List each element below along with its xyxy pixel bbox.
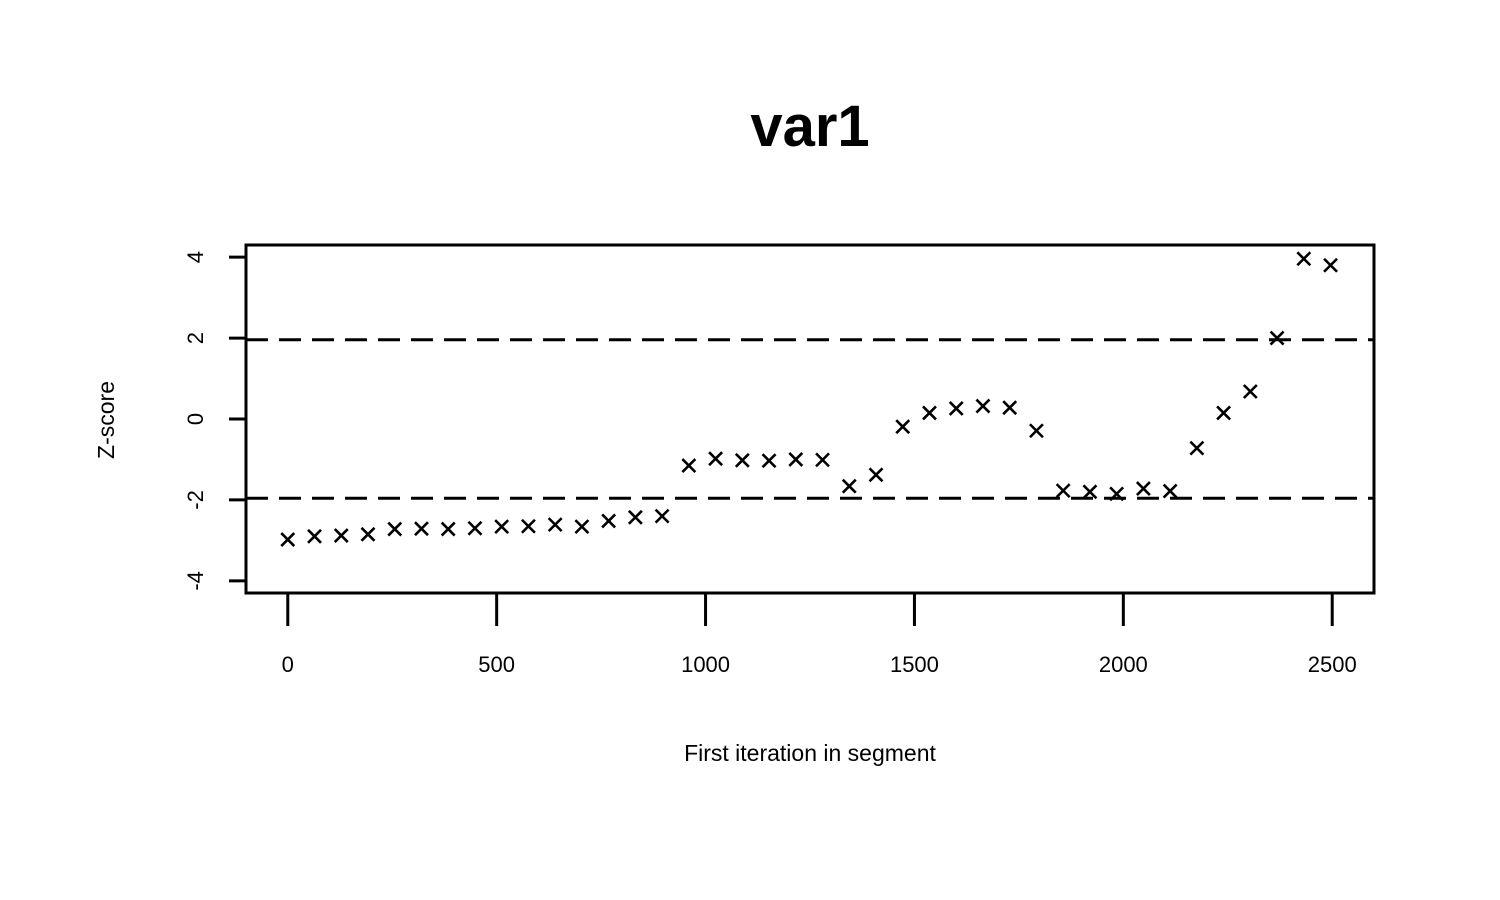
data-point	[1162, 483, 1178, 499]
plot-frame	[244, 243, 1376, 595]
data-point	[708, 451, 724, 467]
data-point	[948, 401, 964, 416]
y-tick-label: -4	[183, 571, 208, 591]
data-point	[440, 521, 456, 537]
data-point	[975, 398, 991, 414]
data-point	[1135, 481, 1151, 497]
x-axis-label: First iteration in segment	[684, 740, 936, 766]
chart-title: var1	[750, 94, 869, 159]
data-point	[520, 518, 536, 534]
y-tick-label: 4	[183, 251, 208, 263]
data-point	[547, 517, 563, 533]
data-point	[841, 478, 857, 494]
reference-lines	[246, 338, 1374, 500]
data-point	[387, 521, 403, 537]
x-axis: 0 500 1000 1500 2000 2500	[282, 591, 1357, 677]
data-point	[788, 452, 804, 467]
y-tick-label: -2	[183, 490, 208, 510]
data-point	[627, 509, 643, 525]
data-point	[815, 452, 830, 468]
data-point	[467, 520, 483, 536]
y-axis: -4 -2 0 2 4	[183, 251, 248, 591]
data-point	[574, 519, 590, 535]
data-point	[307, 528, 322, 544]
y-tick-label: 0	[183, 413, 208, 425]
data-point	[1296, 251, 1312, 267]
x-tick-label: 1500	[890, 652, 939, 677]
data-point	[280, 532, 296, 548]
x-tick-label: 2500	[1308, 652, 1357, 677]
data-point	[654, 508, 670, 524]
data-point	[895, 419, 911, 435]
data-point	[1055, 483, 1071, 499]
data-point	[681, 458, 697, 473]
data-point	[333, 528, 349, 543]
y-axis-label: Z-score	[93, 381, 119, 459]
data-point	[360, 526, 376, 542]
data-point	[1082, 484, 1098, 500]
y-tick-label: 2	[183, 332, 208, 344]
x-tick-label: 2000	[1099, 652, 1148, 677]
data-point	[1109, 486, 1125, 502]
data-point	[1029, 423, 1044, 439]
data-points	[280, 251, 1338, 548]
data-point	[868, 467, 884, 483]
data-point	[922, 405, 937, 421]
data-point	[1269, 330, 1285, 346]
x-tick-label: 500	[478, 652, 515, 677]
data-point	[761, 453, 777, 469]
data-point	[1002, 400, 1018, 416]
data-point	[494, 519, 510, 535]
x-tick-label: 1000	[681, 652, 730, 677]
data-point	[1189, 440, 1205, 456]
data-point	[734, 452, 750, 468]
data-point	[1242, 384, 1258, 399]
x-tick-label: 0	[282, 652, 294, 677]
data-point	[1323, 257, 1338, 273]
data-point	[601, 513, 617, 529]
data-point	[1216, 405, 1232, 421]
data-point	[414, 521, 429, 537]
